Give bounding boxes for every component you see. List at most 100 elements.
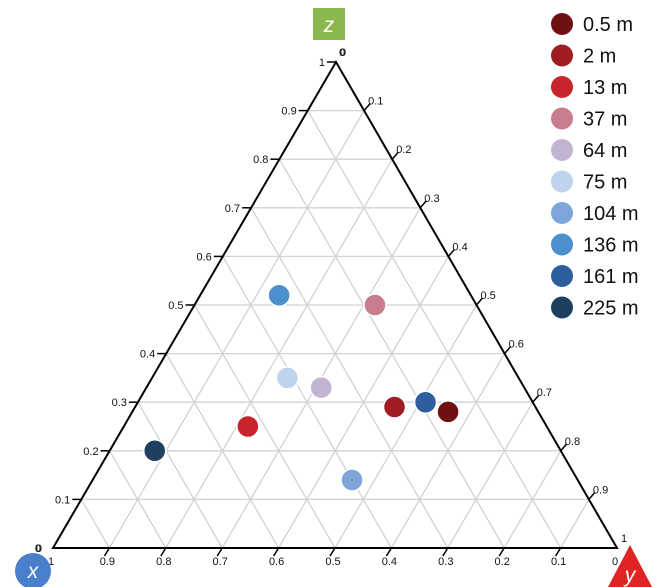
- y-tick-label: 0.3: [424, 193, 439, 205]
- x-tick-mark: [498, 547, 505, 557]
- data-point: [382, 395, 407, 419]
- data-point: [142, 439, 167, 463]
- data-points: [142, 283, 460, 492]
- y-axis-badge: y: [608, 545, 652, 587]
- legend-item: 104 m: [551, 202, 639, 225]
- z-top-zero-label: 0: [339, 47, 345, 59]
- legend-label: 2 m: [583, 46, 616, 68]
- data-point: [309, 375, 333, 400]
- y-tick-mark: [419, 200, 427, 209]
- grid-line-x: [250, 207, 449, 549]
- x-tick-label: 0.8: [156, 556, 171, 568]
- legend-label: 161 m: [583, 266, 639, 288]
- legend-label: 136 m: [583, 235, 639, 257]
- legend-item: 136 m: [551, 233, 639, 257]
- y-tick-mark: [391, 151, 399, 160]
- grid-line-y: [390, 353, 506, 549]
- y-tick-label: 0.5: [481, 290, 496, 302]
- x-tick-label: 0.3: [438, 556, 453, 568]
- data-point: [436, 400, 460, 424]
- legend-swatch: [551, 139, 573, 161]
- z-tick-label: 0: [36, 543, 42, 555]
- y-tick-label: 0.9: [593, 484, 608, 496]
- x-axis-badge-circle: [15, 553, 51, 587]
- legend-swatch: [551, 13, 573, 35]
- z-tick-label: 1: [319, 57, 325, 69]
- z-tick-label: 0.2: [83, 446, 98, 458]
- y-axis-label: y: [623, 564, 637, 587]
- grid-line-y: [560, 499, 590, 549]
- legend-label: 104 m: [583, 203, 639, 225]
- grid-line-x: [193, 304, 336, 549]
- z-tick-label: 0.9: [281, 106, 296, 118]
- y-tick-mark: [475, 297, 484, 306]
- z-axis-badge-box: [313, 8, 345, 40]
- x-tick-mark: [442, 547, 449, 557]
- y-tick-label: 0.6: [509, 339, 524, 351]
- legend-label: 75 m: [583, 172, 627, 194]
- x-left-zero-label: 0: [35, 543, 41, 555]
- z-axis-label: z: [323, 14, 335, 37]
- x-tick-mark: [103, 547, 111, 557]
- x-tick-label: 0.9: [100, 556, 115, 568]
- x-tick-mark: [385, 547, 393, 557]
- y-tick-mark: [504, 346, 512, 355]
- y-tick-label: 0.2: [396, 144, 411, 156]
- y-tick-label: 0.7: [537, 387, 552, 399]
- y-tick-label: 0.4: [452, 241, 467, 253]
- legend-item: 13 m: [551, 76, 627, 99]
- x-tick-label: 0.5: [325, 556, 340, 568]
- y-tick-mark: [363, 103, 371, 112]
- z-tick-label: 0.8: [253, 154, 268, 166]
- z-axis-badge: z: [313, 8, 345, 40]
- x-tick-label: 0.2: [495, 556, 510, 568]
- z-tick-label: 0.4: [140, 349, 155, 361]
- grid-line-x: [109, 450, 167, 549]
- legend-label: 0.5 m: [583, 14, 633, 36]
- x-tick-mark: [272, 547, 280, 557]
- grid-line-y: [334, 304, 478, 549]
- legend-swatch: [551, 233, 573, 256]
- grid-line-x: [80, 499, 110, 549]
- x-tick-label: 0.6: [269, 556, 284, 568]
- grid-line-x: [165, 353, 280, 549]
- legend-swatch: [551, 296, 573, 319]
- z-tick-label: 0.5: [168, 300, 183, 312]
- grid-line-x: [137, 401, 223, 549]
- z-tick-label: 0.7: [225, 203, 240, 215]
- y-tick-label: 0.8: [565, 436, 580, 448]
- legend-item: 161 m: [551, 265, 639, 288]
- x-tick-label: 1: [48, 556, 54, 568]
- z-tick-label: 0.1: [55, 494, 70, 506]
- data-point: [340, 468, 364, 492]
- x-tick-label: 0: [612, 556, 618, 568]
- legend-swatch: [551, 44, 573, 67]
- legend-swatch: [551, 76, 573, 98]
- legend-item: 225 m: [551, 296, 639, 320]
- legend-swatch: [551, 170, 573, 193]
- legend-swatch: [551, 202, 573, 224]
- legend: 0.5 m 2 m 13 m 37 m 64 m 75 m 104 m 136 m 161 m 2…: [551, 13, 639, 320]
- legend-label: 37 m: [583, 109, 627, 131]
- grid-line-x: [307, 110, 562, 549]
- legend-item: 64 m: [551, 139, 627, 162]
- legend-swatch: [551, 107, 573, 130]
- legend-label: 64 m: [583, 140, 627, 162]
- data-point: [236, 414, 260, 439]
- x-tick-mark: [160, 547, 167, 557]
- z-tick-label: 0.3: [112, 397, 127, 409]
- grid-lines: [80, 109, 590, 549]
- y-tick-label: 1: [621, 533, 627, 545]
- x-tick-label: 0.7: [213, 556, 228, 568]
- y-tick-mark: [447, 248, 455, 257]
- y-tick-label: 0: [340, 47, 346, 59]
- data-point: [267, 283, 291, 308]
- grid-line-y: [503, 450, 562, 549]
- x-tick-label: 0.4: [382, 556, 397, 568]
- x-tick-label: 0.1: [551, 556, 566, 568]
- legend-item: 75 m: [551, 170, 627, 194]
- grid-line-y: [108, 110, 365, 549]
- y-tick-mark: [560, 443, 568, 452]
- x-tick-mark: [329, 547, 336, 557]
